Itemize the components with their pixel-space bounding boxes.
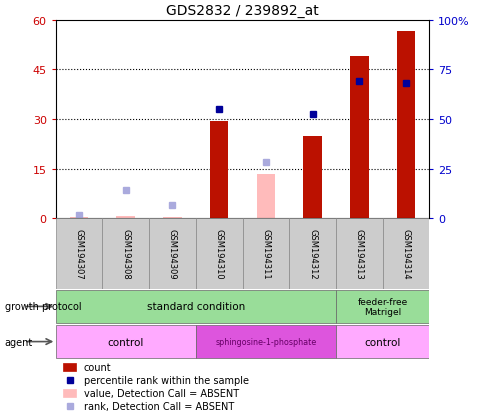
FancyBboxPatch shape [56,290,335,323]
FancyBboxPatch shape [288,219,335,289]
Bar [349,57,368,219]
Text: GSM194313: GSM194313 [354,229,363,279]
FancyBboxPatch shape [196,325,335,358]
FancyBboxPatch shape [102,219,149,289]
FancyBboxPatch shape [56,219,102,289]
Text: growth protocol: growth protocol [5,301,81,312]
Text: feeder-free
Matrigel: feeder-free Matrigel [357,297,407,316]
Bar [70,217,88,219]
FancyBboxPatch shape [149,219,196,289]
Bar [116,216,135,219]
FancyBboxPatch shape [335,219,382,289]
Text: value, Detection Call = ABSENT: value, Detection Call = ABSENT [84,388,239,398]
Text: GSM194310: GSM194310 [214,229,223,279]
Text: count: count [84,362,111,373]
Text: GSM194311: GSM194311 [261,229,270,279]
Text: GSM194309: GSM194309 [167,229,177,279]
Text: rank, Detection Call = ABSENT: rank, Detection Call = ABSENT [84,401,234,411]
FancyBboxPatch shape [335,290,428,323]
FancyBboxPatch shape [382,219,428,289]
Text: percentile rank within the sample: percentile rank within the sample [84,375,248,385]
Text: standard condition: standard condition [146,301,244,312]
Bar [396,32,414,219]
Text: control: control [363,337,400,347]
Text: control: control [107,337,144,347]
Bar [302,136,321,219]
Bar [163,217,182,219]
FancyBboxPatch shape [56,325,196,358]
Text: GSM194307: GSM194307 [75,229,83,279]
Bar [63,363,76,371]
FancyBboxPatch shape [196,219,242,289]
Text: GSM194314: GSM194314 [401,229,409,279]
Bar [256,174,274,219]
Title: GDS2832 / 239892_at: GDS2832 / 239892_at [166,4,318,18]
FancyBboxPatch shape [242,219,288,289]
Bar [210,121,228,219]
Text: agent: agent [5,337,33,347]
Text: GSM194312: GSM194312 [307,229,317,279]
Bar [63,389,76,397]
Text: sphingosine-1-phosphate: sphingosine-1-phosphate [215,337,316,346]
FancyBboxPatch shape [335,325,428,358]
Text: GSM194308: GSM194308 [121,229,130,279]
